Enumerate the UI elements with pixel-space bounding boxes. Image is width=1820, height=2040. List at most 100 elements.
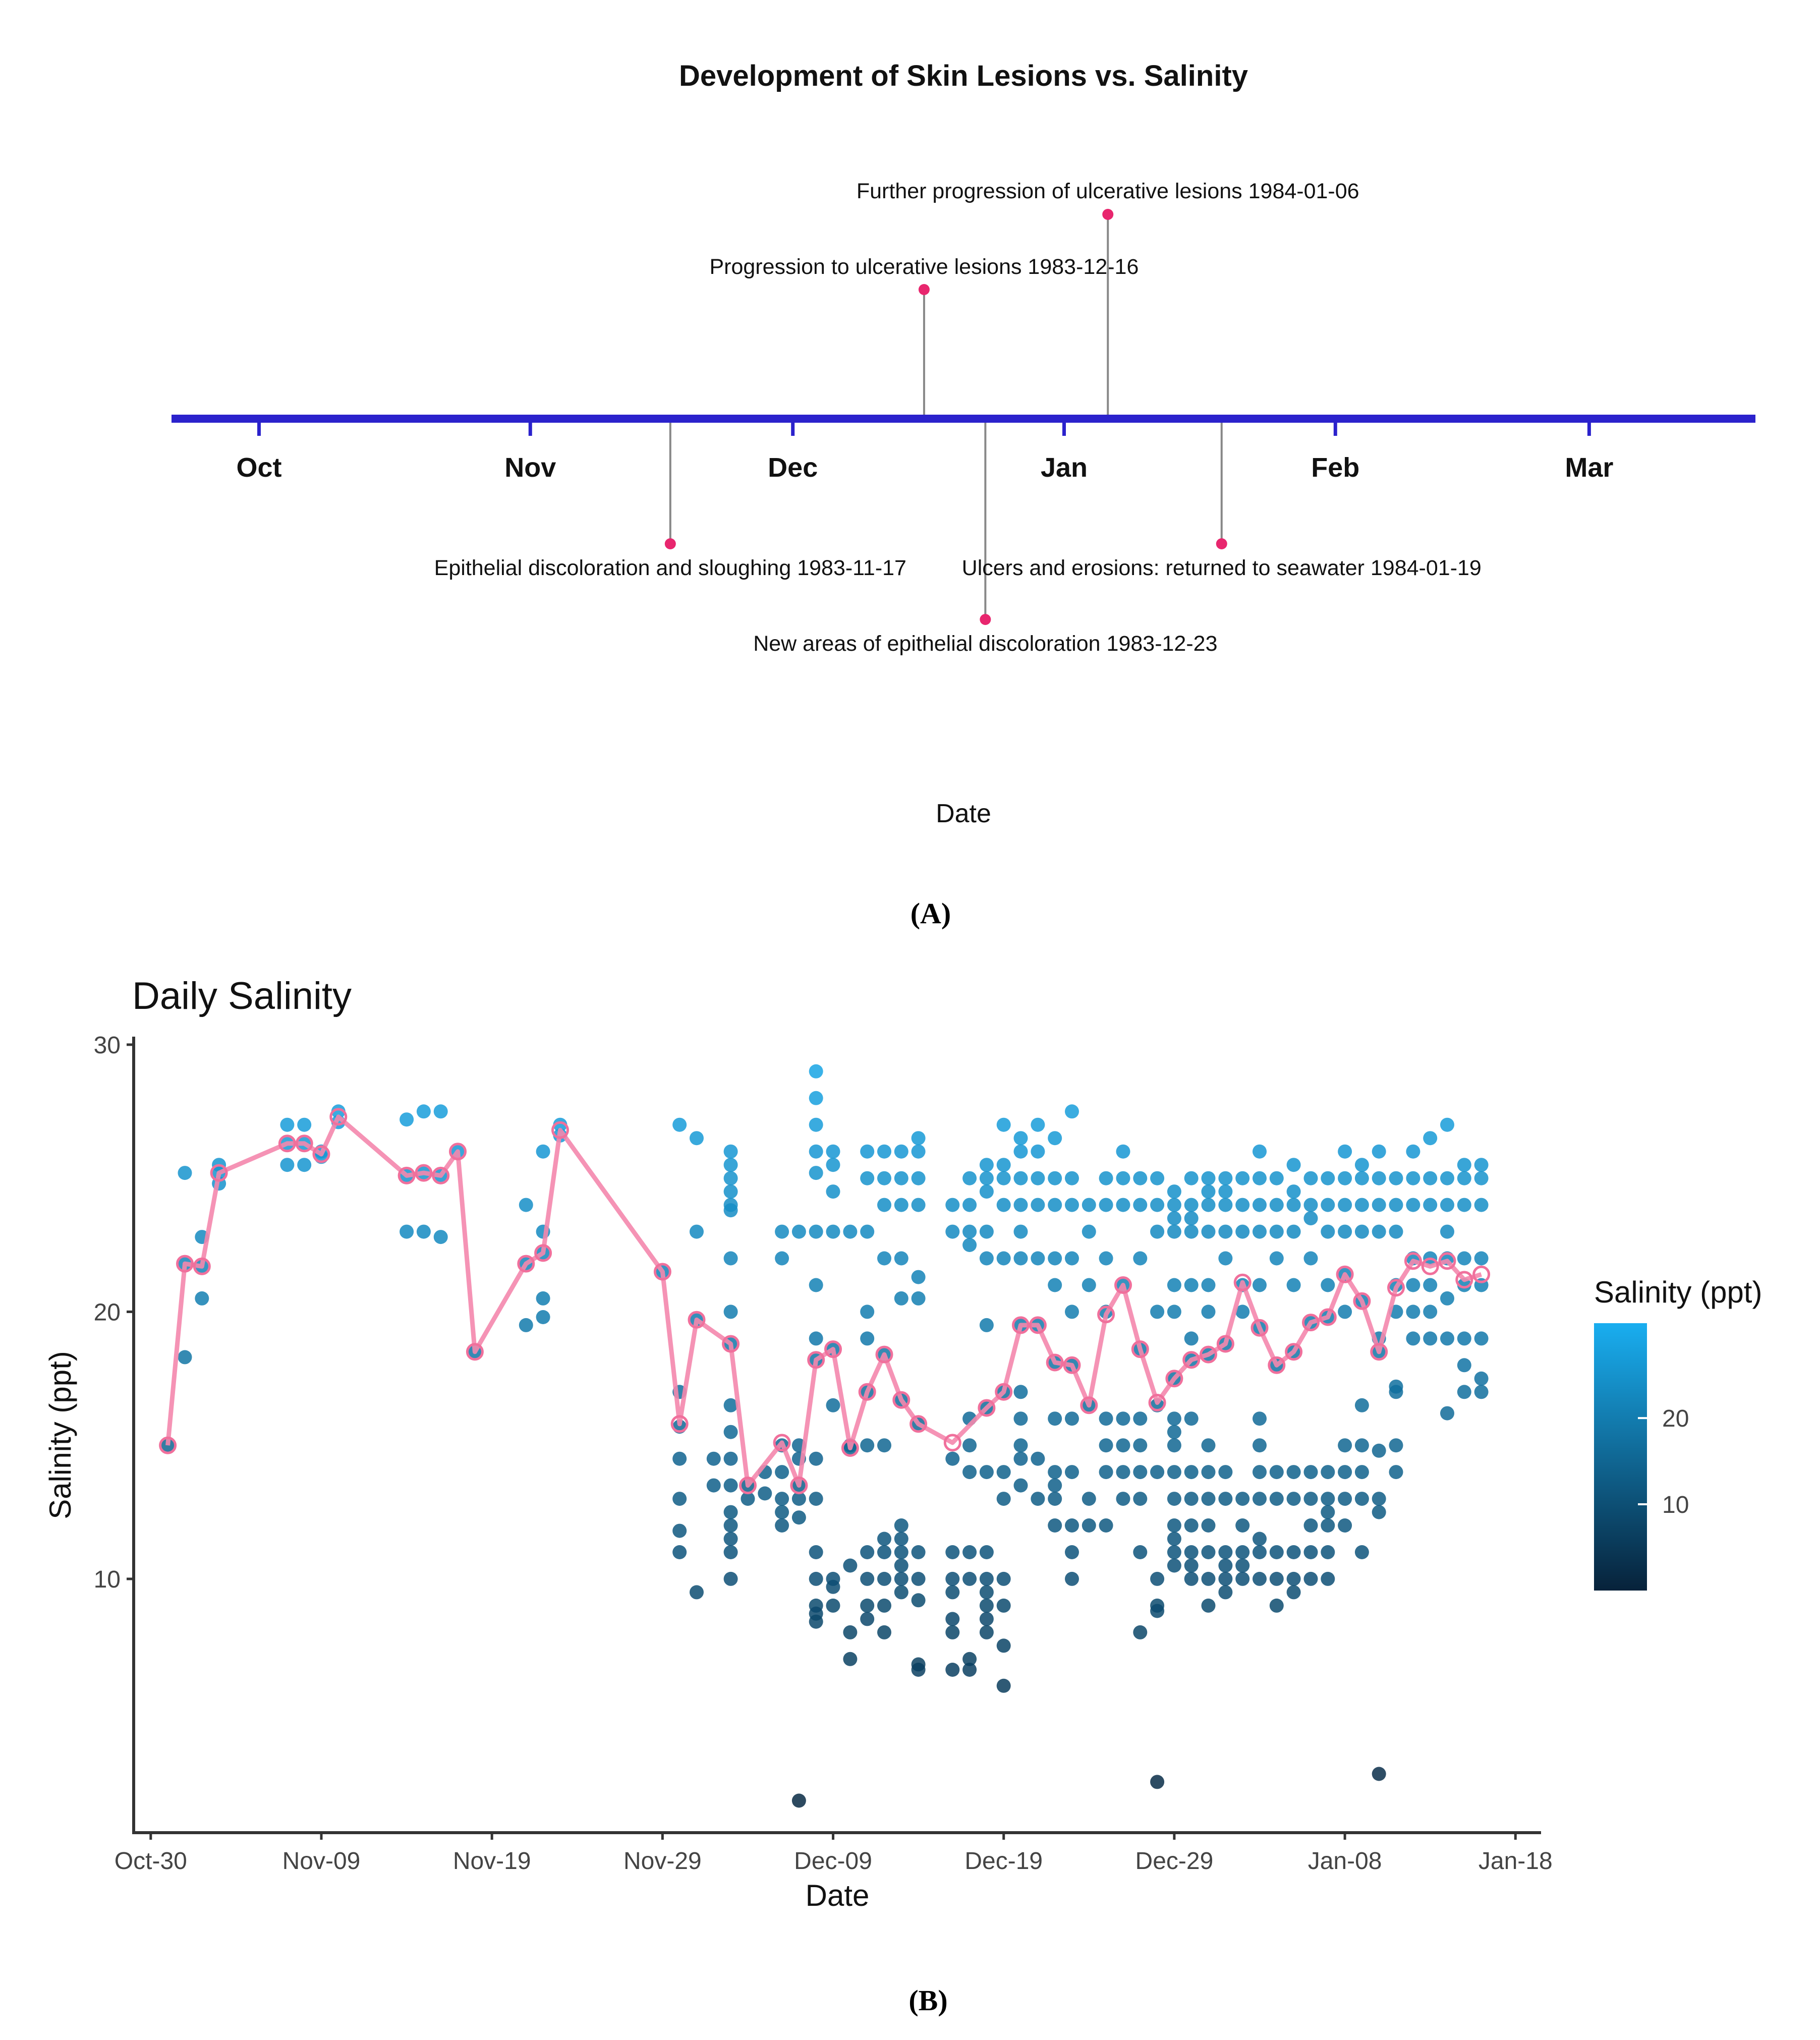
salinity-point — [979, 1251, 994, 1266]
salinity-point — [1013, 1251, 1028, 1266]
x-tick-label: Dec-19 — [964, 1848, 1043, 1875]
salinity-point — [1201, 1571, 1216, 1586]
salinity-point — [1167, 1211, 1181, 1226]
salinity-point — [826, 1598, 840, 1613]
timeline-panel: Development of Skin Lesions vs. Salinity… — [172, 60, 1755, 930]
salinity-point — [519, 1318, 533, 1332]
salinity-point — [1082, 1518, 1096, 1533]
color-legend: Salinity (ppt) 10 20 — [1594, 1275, 1762, 1591]
timeline-x-label: Date — [936, 799, 991, 828]
daily-mean-marker — [670, 1415, 689, 1433]
salinity-point — [1286, 1492, 1301, 1506]
salinity-point — [911, 1171, 926, 1185]
daily-mean-marker — [1148, 1394, 1166, 1411]
salinity-point — [1253, 1532, 1267, 1546]
salinity-point — [1013, 1438, 1028, 1453]
salinity-point — [1218, 1492, 1233, 1506]
salinity-point — [1099, 1518, 1113, 1533]
salinity-point — [1235, 1545, 1250, 1559]
salinity-point — [996, 1492, 1011, 1506]
salinity-point — [1218, 1224, 1233, 1239]
salinity-point — [962, 1571, 977, 1586]
salinity-point — [1116, 1465, 1130, 1480]
salinity-point — [723, 1518, 738, 1533]
salinity-point — [1321, 1492, 1335, 1506]
salinity-point — [1354, 1438, 1369, 1453]
salinity-point — [894, 1518, 908, 1533]
salinity-point — [877, 1571, 891, 1586]
salinity-point — [791, 1492, 806, 1506]
x-tick-label: Dec-29 — [1135, 1848, 1214, 1875]
salinity-point — [860, 1545, 875, 1559]
salinity-point — [1167, 1532, 1181, 1546]
salinity-point — [400, 1224, 414, 1239]
salinity-point — [1218, 1171, 1233, 1185]
salinity-point — [416, 1224, 431, 1239]
salinity-point — [1184, 1558, 1199, 1573]
salinity-point — [1423, 1198, 1438, 1212]
salinity-point — [690, 1224, 704, 1239]
salinity-point — [911, 1291, 926, 1306]
x-tick-label: Oct-30 — [115, 1848, 187, 1875]
daily-mean-marker — [432, 1166, 450, 1184]
daily-mean-marker — [995, 1383, 1013, 1401]
daily-mean-marker — [909, 1415, 928, 1433]
salinity-point — [775, 1505, 789, 1519]
salinity-point — [1013, 1224, 1028, 1239]
salinity-point — [1048, 1478, 1062, 1493]
salinity-point — [1133, 1625, 1148, 1639]
salinity-point — [1184, 1411, 1199, 1426]
salinity-point — [1013, 1478, 1028, 1493]
salinity-point — [1065, 1571, 1079, 1586]
salinity-point — [723, 1505, 738, 1519]
salinity-point — [1167, 1425, 1181, 1439]
salinity-point — [809, 1331, 823, 1346]
salinity-point — [723, 1425, 738, 1439]
salinity-point — [1013, 1451, 1028, 1466]
salinity-point — [400, 1112, 414, 1127]
salinity-point — [1218, 1198, 1233, 1212]
salinity-point — [1253, 1571, 1267, 1586]
salinity-point — [1065, 1251, 1079, 1266]
daily-mean-marker — [1080, 1396, 1098, 1414]
salinity-point — [877, 1598, 891, 1613]
salinity-point — [1201, 1465, 1216, 1480]
salinity-point — [962, 1663, 977, 1677]
salinity-point — [672, 1523, 687, 1538]
salinity-point — [1116, 1171, 1130, 1185]
salinity-point — [1150, 1604, 1165, 1618]
salinity-point — [945, 1545, 960, 1559]
month-label: Mar — [1565, 452, 1613, 483]
salinity-point — [1133, 1411, 1148, 1426]
salinity-point — [1235, 1198, 1250, 1212]
salinity-point — [723, 1532, 738, 1546]
salinity-x-label: Date — [806, 1879, 870, 1912]
event-point — [980, 614, 991, 625]
salinity-point — [1116, 1411, 1130, 1426]
salinity-point — [962, 1465, 977, 1480]
daily-mean-marker — [1353, 1292, 1371, 1310]
salinity-point — [1423, 1331, 1438, 1346]
salinity-point — [860, 1144, 875, 1159]
salinity-point — [843, 1652, 858, 1666]
daily-mean-marker — [1250, 1319, 1269, 1337]
salinity-point — [979, 1224, 994, 1239]
salinity-point — [894, 1571, 908, 1586]
salinity-point — [809, 1545, 823, 1559]
salinity-point — [1150, 1571, 1165, 1586]
salinity-point — [1048, 1411, 1062, 1426]
salinity-point — [979, 1158, 994, 1172]
salinity-point — [877, 1144, 891, 1159]
salinity-point — [1372, 1224, 1386, 1239]
salinity-point — [979, 1625, 994, 1639]
salinity-point — [1286, 1545, 1301, 1559]
salinity-point — [1338, 1198, 1352, 1212]
salinity-point — [775, 1518, 789, 1533]
salinity-point — [1013, 1411, 1028, 1426]
daily-mean-marker — [517, 1255, 535, 1273]
salinity-point — [1167, 1545, 1181, 1559]
daily-mean-marker — [1012, 1316, 1030, 1334]
salinity-point — [672, 1492, 687, 1506]
salinity-point — [1167, 1184, 1181, 1199]
salinity-point — [1184, 1571, 1199, 1586]
